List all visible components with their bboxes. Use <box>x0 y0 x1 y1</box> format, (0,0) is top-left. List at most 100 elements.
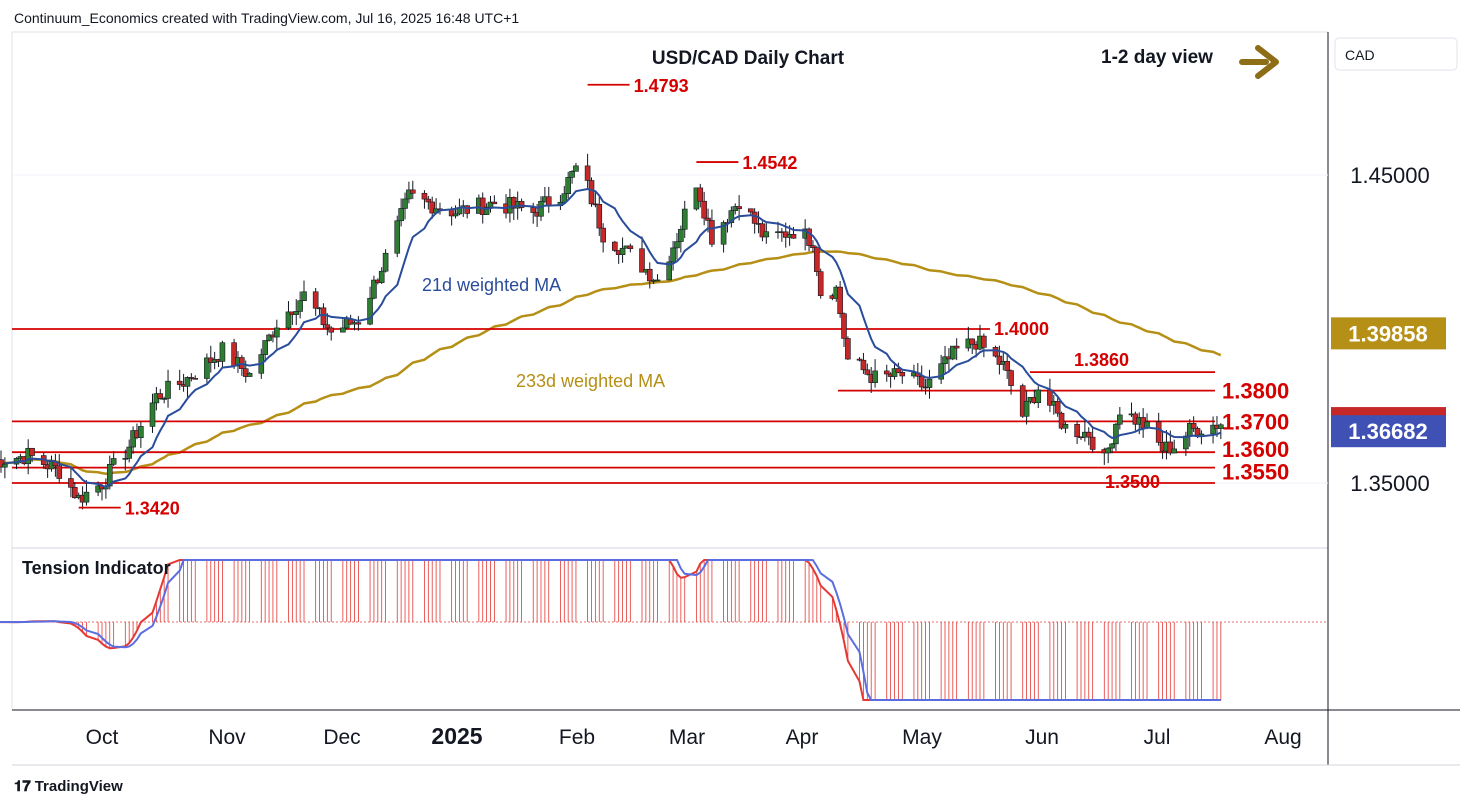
candle <box>1171 439 1178 454</box>
currency-label: CAD <box>1345 47 1375 63</box>
candle-body <box>219 342 226 362</box>
candle-body <box>938 363 944 380</box>
candle-body <box>845 338 851 360</box>
candle <box>406 181 412 204</box>
candle <box>856 357 863 362</box>
candle-body <box>110 458 117 465</box>
x-tick-label: Feb <box>559 726 595 749</box>
candle-body <box>425 198 432 203</box>
candle-body <box>747 208 754 213</box>
candle-body <box>83 491 90 503</box>
candle-body <box>709 220 715 245</box>
candle-body <box>56 465 63 479</box>
candle <box>681 200 688 238</box>
candle <box>806 227 812 252</box>
candle-body <box>1008 370 1014 386</box>
price-badge-bg <box>1331 415 1446 448</box>
peak-annotations: 1.4793 1.4542 1.3420 <box>78 76 797 519</box>
candle-body <box>0 459 4 468</box>
candle-body <box>864 369 871 375</box>
candle <box>841 312 847 347</box>
candle-body <box>942 356 948 365</box>
candle <box>1117 407 1123 430</box>
candle-body <box>697 187 704 202</box>
arrow-right-icon <box>1239 45 1279 79</box>
candle <box>192 375 199 380</box>
candle-body <box>639 248 645 273</box>
candle-body <box>681 208 688 230</box>
candle-body <box>184 377 191 387</box>
candle-body <box>491 201 498 205</box>
candle-body <box>899 372 906 377</box>
candle <box>161 396 167 404</box>
price-badge-label: 1.39858 <box>1348 321 1428 346</box>
level-label: 1.4000 <box>994 319 1049 339</box>
candle-body <box>1058 412 1065 429</box>
candle-body <box>421 192 428 200</box>
grid <box>11 31 1460 766</box>
candle <box>751 208 758 234</box>
candle <box>837 281 843 318</box>
candle-body <box>301 291 307 302</box>
candle-body <box>817 271 824 296</box>
candle <box>565 171 571 199</box>
candle-body <box>1089 436 1096 450</box>
candle <box>1074 420 1080 445</box>
candle-body <box>996 355 1003 365</box>
candle-body <box>452 213 459 217</box>
candle-body <box>736 206 742 210</box>
ma233-label: 233d weighted MA <box>516 371 665 391</box>
candle-body <box>895 368 902 373</box>
candle <box>545 186 552 213</box>
candle <box>817 268 824 299</box>
candle <box>538 196 544 221</box>
candle-body <box>969 338 976 345</box>
candle-body <box>324 324 331 329</box>
candle-body <box>646 268 653 282</box>
candle <box>176 369 183 391</box>
candle <box>425 195 432 210</box>
x-tick-label: Jul <box>1144 726 1171 749</box>
candle-body <box>126 446 132 459</box>
candle <box>596 195 603 236</box>
candle-body <box>666 261 672 281</box>
candle <box>763 223 770 244</box>
candle <box>188 373 195 382</box>
candle-body <box>530 207 537 213</box>
level-label: 1.3600 <box>1222 437 1289 462</box>
candle-body <box>1183 435 1189 450</box>
candle <box>697 183 704 208</box>
candle <box>293 299 300 326</box>
candle-body <box>464 205 470 214</box>
candle <box>845 336 851 360</box>
candle <box>149 393 156 433</box>
candle-body <box>814 247 820 272</box>
candle-body <box>204 357 210 379</box>
candle-body <box>992 347 999 357</box>
candle <box>29 447 35 463</box>
candle <box>312 287 319 316</box>
currency-button[interactable]: CAD <box>1334 37 1458 71</box>
level-label: 1.3500 <box>1105 472 1160 492</box>
ma233-line <box>0 250 1222 475</box>
candle-body <box>538 200 544 217</box>
candle <box>1105 447 1111 464</box>
indicator-signal-line <box>0 559 1221 701</box>
candle-body <box>883 370 890 375</box>
candle <box>491 195 498 205</box>
candle <box>639 236 645 273</box>
candle-body <box>627 245 634 250</box>
candle-body <box>1062 423 1069 429</box>
tradingview-logo[interactable]: 𝟏𝟕 TradingView <box>14 778 123 795</box>
price-badge-bg <box>1331 317 1446 350</box>
candle-body <box>409 189 416 194</box>
candle-body <box>122 458 129 460</box>
ma21-label: 21d weighted MA <box>422 275 561 295</box>
candle <box>1062 422 1069 434</box>
candle <box>394 215 401 258</box>
candle <box>573 162 579 172</box>
candle-body <box>810 245 816 248</box>
candle-body <box>355 322 362 325</box>
candle <box>285 301 292 331</box>
candle-body <box>619 247 626 255</box>
